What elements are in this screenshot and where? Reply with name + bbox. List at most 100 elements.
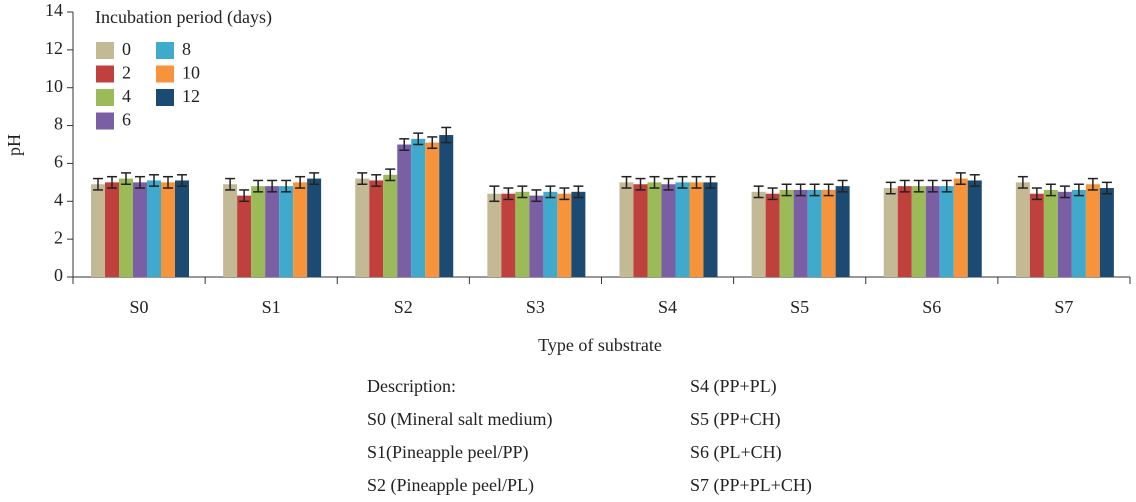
- error-bar: [663, 177, 674, 191]
- error-bar: [969, 174, 980, 187]
- error-bar: [441, 126, 452, 144]
- error-bar: [941, 179, 952, 193]
- legend-swatch: [96, 65, 114, 83]
- y-tick-label: 8: [54, 114, 63, 134]
- bar: [1015, 182, 1030, 277]
- error-bar: [837, 179, 848, 193]
- legend-swatch: [156, 42, 174, 59]
- bar: [675, 182, 690, 277]
- error-bar: [413, 132, 424, 146]
- bar: [939, 186, 954, 277]
- legend-title: Incubation period (days): [95, 7, 272, 28]
- error-bar: [309, 172, 320, 185]
- error-bar: [621, 175, 632, 189]
- bar: [647, 182, 662, 277]
- error-bar: [1087, 177, 1098, 191]
- error-bar: [573, 185, 584, 199]
- bar: [883, 188, 898, 277]
- error-bar: [677, 175, 688, 189]
- error-bar: [649, 175, 660, 189]
- legend-swatch: [156, 65, 174, 83]
- bar: [105, 182, 119, 277]
- bar: [1029, 193, 1044, 277]
- bar: [397, 144, 412, 277]
- bar: [543, 191, 558, 277]
- error-bar: [913, 179, 924, 193]
- bar: [689, 182, 704, 277]
- bar: [487, 193, 502, 277]
- y-axis-label: pH: [4, 134, 24, 156]
- x-tick-label: S0: [130, 297, 149, 317]
- error-bar: [1101, 181, 1112, 195]
- error-bar: [385, 168, 396, 182]
- bar: [897, 186, 912, 277]
- error-bar: [295, 175, 306, 189]
- error-bar: [823, 183, 834, 197]
- bar: [383, 174, 398, 277]
- error-bar: [357, 172, 368, 185]
- error-bar: [899, 179, 910, 193]
- error-bar: [545, 185, 556, 199]
- bar: [529, 195, 544, 277]
- bar: [779, 189, 794, 277]
- bar: [501, 193, 516, 277]
- error-bar: [253, 179, 264, 193]
- x-tick-label: S3: [526, 297, 545, 317]
- error-bar: [1017, 175, 1028, 189]
- bar: [835, 186, 850, 277]
- description-text: S2 (Pineapple peel/PL): [367, 475, 534, 496]
- error-bar: [135, 175, 145, 189]
- error-bar: [1073, 183, 1084, 197]
- y-tick-label: 6: [54, 152, 63, 172]
- error-bar: [927, 179, 938, 193]
- error-bar: [427, 136, 438, 150]
- y-tick-label: 2: [54, 227, 63, 247]
- bar: [807, 189, 822, 277]
- x-tick-label: S1: [262, 297, 281, 317]
- bar: [369, 180, 384, 277]
- bar: [355, 178, 370, 277]
- legend-swatch: [96, 112, 114, 130]
- error-bar: [705, 175, 716, 189]
- bar: [925, 186, 940, 277]
- bar: [133, 182, 147, 277]
- error-bar: [371, 174, 382, 187]
- error-bar: [163, 175, 173, 189]
- bar: [279, 186, 294, 277]
- bar: [821, 189, 836, 277]
- error-bar: [753, 185, 764, 199]
- bar: [1057, 191, 1072, 277]
- legend-swatch: [96, 89, 114, 106]
- bar: [223, 184, 238, 277]
- error-bar: [559, 187, 570, 201]
- bar: [793, 189, 808, 277]
- legend-label: 12: [182, 86, 200, 106]
- description-text: S5 (PP+CH): [690, 409, 781, 430]
- error-bar: [809, 183, 820, 197]
- error-bar: [281, 179, 292, 193]
- legend-label: 0: [122, 39, 131, 59]
- bar: [911, 186, 926, 277]
- y-tick-label: 4: [54, 189, 63, 209]
- legend-label: 8: [182, 39, 191, 59]
- description-text: S4 (PP+PL): [690, 376, 777, 397]
- error-bar: [885, 181, 896, 195]
- error-bar: [489, 185, 500, 203]
- error-bar: [767, 187, 778, 201]
- error-bar: [149, 174, 159, 187]
- error-bar: [239, 189, 250, 203]
- legend-swatch: [156, 89, 174, 106]
- error-bar: [107, 175, 117, 189]
- bar: [265, 186, 280, 277]
- error-bar: [399, 138, 410, 151]
- error-bar: [795, 183, 806, 197]
- bar: [425, 142, 440, 277]
- error-bar: [267, 179, 278, 193]
- bar: [661, 184, 676, 277]
- bar: [293, 182, 308, 277]
- bar: [751, 191, 766, 277]
- error-bar: [531, 189, 542, 203]
- bar: [703, 182, 718, 277]
